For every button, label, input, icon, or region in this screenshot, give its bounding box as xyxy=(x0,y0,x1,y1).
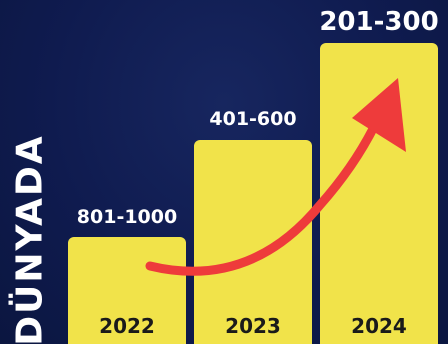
category-label-2023: 2023 xyxy=(225,314,281,338)
arrow-head-icon xyxy=(352,78,406,152)
bar-2024 xyxy=(320,43,438,344)
category-label-2022: 2022 xyxy=(99,314,155,338)
value-label-2024: 201-300 xyxy=(319,7,438,37)
value-label-2022: 801-1000 xyxy=(77,206,177,228)
value-label-2023: 401-600 xyxy=(209,108,296,130)
category-label-2024: 2024 xyxy=(351,314,407,338)
arrow-up-right-icon xyxy=(145,105,387,276)
bar-2023 xyxy=(194,140,312,344)
